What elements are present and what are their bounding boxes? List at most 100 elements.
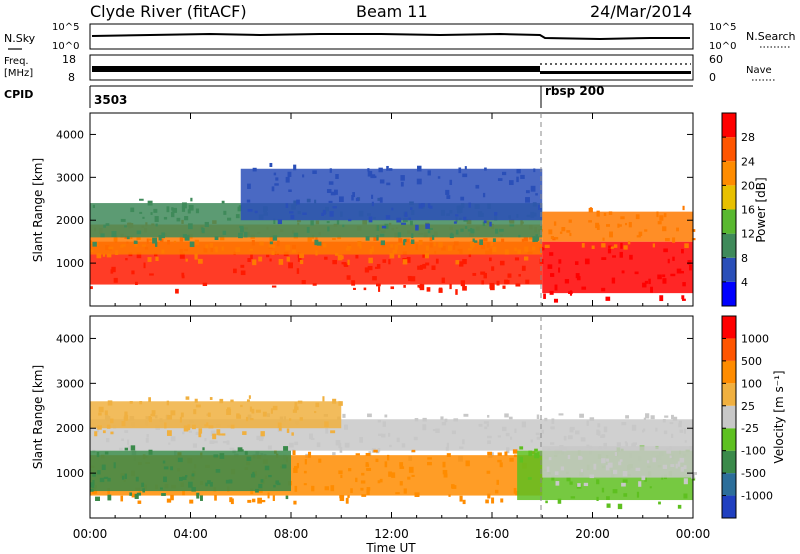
data-speckle <box>176 217 181 222</box>
data-speckle <box>194 239 199 246</box>
data-speckle <box>544 244 550 249</box>
data-speckle <box>255 409 261 413</box>
data-speckle <box>335 173 339 179</box>
data-speckle <box>136 252 142 259</box>
beam-title: Beam 11 <box>356 2 428 21</box>
data-speckle <box>129 492 133 496</box>
data-speckle <box>440 416 444 420</box>
colorbar-tick-label: 1000 <box>741 332 769 345</box>
data-speckle <box>444 418 448 423</box>
data-speckle <box>494 489 499 494</box>
colorbar-swatch <box>722 233 736 258</box>
data-speckle <box>365 452 371 457</box>
freq-tick-top: 18 <box>62 53 76 66</box>
data-speckle <box>447 245 452 251</box>
data-speckle <box>601 434 606 438</box>
data-speckle <box>553 221 557 226</box>
data-speckle <box>677 461 681 467</box>
data-speckle <box>575 273 580 279</box>
data-speckle <box>681 248 684 254</box>
data-speckle <box>617 223 620 228</box>
data-speckle <box>652 457 656 463</box>
data-speckle <box>324 421 329 427</box>
data-speckle <box>166 400 170 406</box>
data-speckle <box>642 429 645 433</box>
data-speckle <box>634 271 639 275</box>
data-speckle <box>554 471 559 476</box>
data-speckle <box>348 468 352 472</box>
data-speckle <box>666 448 672 454</box>
data-speckle <box>652 243 655 248</box>
data-speckle <box>252 167 257 172</box>
data-speckle <box>314 239 319 246</box>
data-speckle <box>266 254 270 258</box>
data-speckle <box>92 204 95 209</box>
colorbar-tick-label: 8 <box>741 252 748 265</box>
colorbar-swatch <box>722 281 736 306</box>
data-speckle <box>274 183 279 186</box>
data-speckle <box>607 248 612 254</box>
freq-unit-label: [MHz] <box>4 68 33 79</box>
data-speckle <box>425 262 430 266</box>
data-speckle <box>576 276 581 281</box>
data-speckle <box>167 415 173 420</box>
data-speckle <box>273 172 277 176</box>
data-speckle <box>318 458 322 463</box>
data-speckle <box>403 488 407 494</box>
data-speckle <box>285 176 290 183</box>
data-speckle <box>601 257 607 260</box>
data-speckle <box>391 207 394 211</box>
time-tick-label: 12:00 <box>374 527 409 541</box>
data-speckle <box>145 437 149 443</box>
data-speckle <box>302 212 307 216</box>
data-speckle <box>104 410 108 416</box>
data-speckle <box>245 416 249 422</box>
data-speckle <box>619 459 623 462</box>
data-speckle <box>340 474 343 479</box>
data-speckle <box>222 441 227 444</box>
data-speckle <box>235 214 240 219</box>
data-speckle <box>296 268 300 274</box>
data-speckle <box>403 238 407 243</box>
data-speckle <box>641 475 646 481</box>
data-speckle <box>408 278 411 282</box>
data-speckle <box>504 451 508 456</box>
data-speckle <box>692 472 697 475</box>
data-speckle <box>183 425 189 432</box>
data-speckle <box>350 488 353 494</box>
data-speckle <box>273 484 276 488</box>
data-speckle <box>121 438 125 441</box>
data-speckle <box>376 283 381 287</box>
data-speckle <box>351 195 354 201</box>
data-speckle <box>612 489 618 494</box>
data-speckle <box>242 431 247 435</box>
data-speckle <box>655 427 658 432</box>
data-speckle <box>520 174 525 179</box>
data-speckle <box>491 452 494 457</box>
data-speckle <box>395 492 400 495</box>
data-speckle <box>635 467 641 472</box>
data-speckle <box>191 424 196 430</box>
data-speckle <box>175 288 179 294</box>
data-speckle <box>381 433 386 438</box>
data-speckle <box>621 422 627 426</box>
power-y-ticks: 1000 2000 3000 4000 <box>56 128 693 270</box>
data-speckle <box>396 217 402 223</box>
data-speckle <box>502 285 506 289</box>
data-speckle <box>136 236 141 240</box>
data-speckle <box>569 232 572 237</box>
data-speckle <box>338 196 344 202</box>
colorbar-swatch <box>722 473 736 496</box>
data-speckle <box>173 240 177 243</box>
data-speckle <box>328 181 334 185</box>
data-speckle <box>364 267 370 273</box>
data-speckle <box>432 235 435 240</box>
data-speckle <box>221 246 224 251</box>
data-speckle <box>240 270 246 276</box>
data-speckle <box>260 431 265 437</box>
data-speckle <box>681 295 685 300</box>
data-speckle <box>422 417 427 422</box>
data-speckle <box>166 206 170 213</box>
data-speckle <box>636 235 641 238</box>
data-speckle <box>97 470 101 475</box>
